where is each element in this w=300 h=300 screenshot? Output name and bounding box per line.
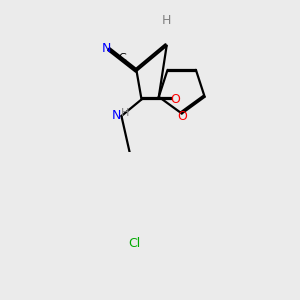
- Text: H: H: [121, 108, 129, 118]
- Text: O: O: [178, 110, 188, 123]
- Text: N: N: [101, 42, 111, 56]
- Text: C: C: [118, 53, 126, 63]
- Text: O: O: [170, 93, 180, 106]
- Text: Cl: Cl: [128, 237, 140, 250]
- Text: H: H: [162, 14, 171, 26]
- Text: N: N: [112, 109, 122, 122]
